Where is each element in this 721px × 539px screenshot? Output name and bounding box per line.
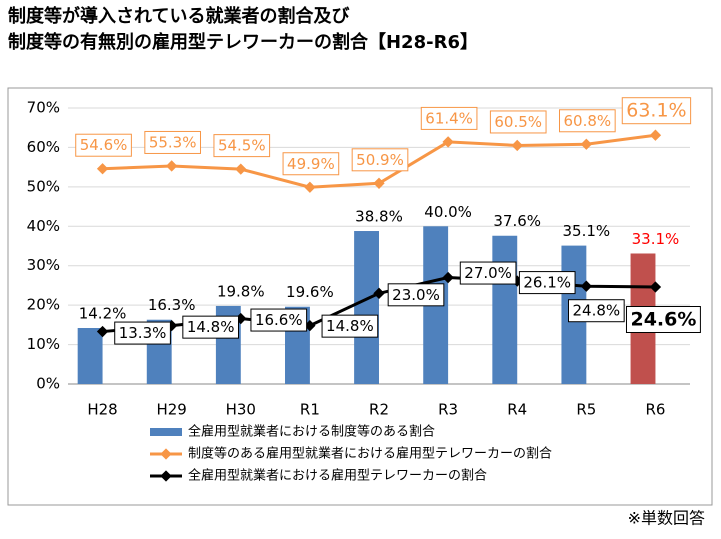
marker xyxy=(649,281,662,293)
data-label: 27.0% xyxy=(464,264,512,282)
x-tick-label: R1 xyxy=(300,401,320,419)
label-box xyxy=(75,133,132,157)
title-line: 制度等の有無別の雇用型テレワーカーの割合【H28-R6】 xyxy=(8,31,478,53)
y-tick-label: 30% xyxy=(27,256,60,274)
label-box xyxy=(518,271,576,295)
data-label: 19.6% xyxy=(286,283,334,301)
data-label: 14.2% xyxy=(79,305,127,323)
data-label: 24.8% xyxy=(573,302,621,320)
data-label: 54.6% xyxy=(80,136,128,154)
label-box xyxy=(282,152,340,176)
x-tick-label: H28 xyxy=(87,401,117,419)
footnote: ※単数回答 xyxy=(628,509,705,528)
data-label: 61.4% xyxy=(425,109,473,127)
label-box xyxy=(387,283,445,307)
label-box xyxy=(568,299,625,323)
marker xyxy=(96,163,109,175)
data-label: 50.9% xyxy=(356,151,404,169)
data-label: 37.6% xyxy=(493,212,541,230)
x-tick-label: H29 xyxy=(156,401,186,419)
marker xyxy=(373,177,385,189)
data-label: 63.1% xyxy=(626,100,686,122)
data-label: 38.8% xyxy=(355,208,403,226)
data-label: 35.1% xyxy=(563,222,611,240)
label-box xyxy=(559,109,616,133)
data-label: 16.6% xyxy=(255,311,303,329)
x-tick-label: R4 xyxy=(507,401,527,419)
marker xyxy=(235,163,247,175)
data-label: 54.5% xyxy=(218,137,266,155)
marker xyxy=(373,287,385,299)
x-tick-label: H30 xyxy=(226,401,256,419)
data-label: 33.1% xyxy=(632,230,680,248)
data-label: 24.6% xyxy=(630,309,696,331)
y-tick-label: 40% xyxy=(27,217,60,235)
y-tick-label: 10% xyxy=(27,335,60,353)
marker xyxy=(649,129,662,141)
marker xyxy=(511,139,523,152)
label-box xyxy=(213,134,271,158)
x-tick-label: R6 xyxy=(645,401,665,419)
bar xyxy=(354,231,379,384)
data-label: 14.8% xyxy=(326,317,374,335)
data-label: 49.9% xyxy=(287,155,335,173)
legend-label: 全雇用型就業者における制度等のある割合 xyxy=(188,424,435,440)
data-label: 19.8% xyxy=(217,282,265,300)
y-tick-label: 20% xyxy=(27,296,60,314)
data-label: 14.8% xyxy=(187,318,235,336)
y-tick-label: 70% xyxy=(27,99,60,117)
label-box xyxy=(489,110,547,134)
title-line: 制度等が導入されている就業者の割合及び xyxy=(8,5,350,27)
label-box xyxy=(621,97,692,125)
legend-swatch xyxy=(160,448,172,460)
label-box xyxy=(144,130,201,154)
marker xyxy=(166,160,178,172)
marker xyxy=(442,271,454,284)
y-tick-label: 50% xyxy=(27,177,60,195)
bar xyxy=(77,328,103,384)
legend-swatch xyxy=(160,470,172,482)
x-tick-label: R5 xyxy=(576,401,596,419)
marker xyxy=(304,181,316,193)
marker xyxy=(442,136,454,148)
legend-label: 全雇用型就業者における雇用型テレワーカーの割合 xyxy=(188,468,487,484)
label-box xyxy=(182,315,239,339)
label-box xyxy=(250,308,308,332)
data-label: 40.0% xyxy=(424,203,472,221)
data-label: 23.0% xyxy=(392,286,440,304)
label-box xyxy=(459,261,517,285)
data-label: 16.3% xyxy=(148,296,196,314)
x-tick-label: R2 xyxy=(369,401,389,419)
marker xyxy=(580,280,592,292)
data-label: 13.3% xyxy=(119,324,167,342)
bar xyxy=(492,235,518,384)
y-tick-label: 0% xyxy=(36,375,60,393)
marker xyxy=(580,138,592,150)
data-label: 26.1% xyxy=(523,274,571,292)
label-box xyxy=(321,314,379,338)
legend-label: 制度等のある雇用型就業者における雇用型テレワーカーの割合 xyxy=(188,446,552,462)
x-tick-label: R3 xyxy=(438,401,458,419)
chart-frame xyxy=(7,87,713,506)
label-box xyxy=(625,306,701,334)
data-label: 55.3% xyxy=(149,133,197,151)
data-label: 60.8% xyxy=(564,112,612,130)
label-box xyxy=(114,321,171,345)
label-box xyxy=(420,106,478,130)
y-tick-label: 60% xyxy=(27,138,60,156)
legend-swatch xyxy=(150,428,182,436)
data-label: 60.5% xyxy=(494,113,542,131)
label-box xyxy=(351,148,409,172)
